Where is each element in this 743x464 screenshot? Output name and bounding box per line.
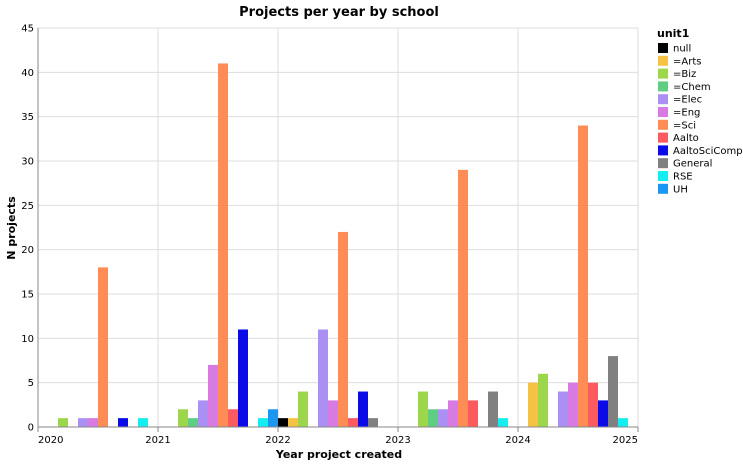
legend: unit1 null=Arts =Biz =Chem =Elec =Eng=Sci Aal… bbox=[657, 27, 743, 195]
chart-title: Projects per year by school bbox=[239, 5, 439, 20]
legend-label: General bbox=[673, 159, 712, 170]
y-tick-label: 45 bbox=[21, 24, 34, 35]
bar bbox=[88, 418, 98, 427]
bar bbox=[348, 418, 358, 427]
y-tick-label: 20 bbox=[21, 245, 34, 256]
legend-swatch bbox=[658, 68, 668, 79]
y-tick-label: 25 bbox=[21, 201, 34, 212]
legend-label: =Chem bbox=[673, 82, 711, 93]
legend-swatch bbox=[658, 81, 668, 92]
legend-label: RSE bbox=[673, 172, 693, 183]
legend-swatch bbox=[658, 119, 668, 130]
legend-title: unit1 bbox=[657, 27, 689, 40]
bar bbox=[258, 418, 268, 427]
legend-label: =Sci bbox=[673, 120, 696, 131]
legend-swatch bbox=[658, 43, 668, 53]
legend-label: =Biz bbox=[673, 69, 696, 80]
bar bbox=[78, 418, 88, 427]
bar bbox=[498, 418, 508, 427]
bar bbox=[58, 418, 68, 427]
legend-label: =Eng bbox=[673, 108, 700, 119]
bar bbox=[318, 329, 328, 427]
bar bbox=[178, 409, 188, 427]
legend-swatch bbox=[658, 132, 668, 143]
legend-label: =Arts bbox=[673, 56, 701, 67]
bar bbox=[418, 391, 428, 427]
bar bbox=[588, 382, 598, 427]
x-tick-label: 2023 bbox=[385, 435, 410, 446]
legend-swatch bbox=[658, 145, 668, 156]
bar bbox=[368, 418, 378, 427]
bar bbox=[458, 169, 468, 427]
bar bbox=[438, 409, 448, 427]
y-tick-label: 10 bbox=[21, 334, 34, 345]
bars bbox=[58, 63, 628, 428]
legend-swatch bbox=[658, 107, 668, 117]
bar bbox=[608, 356, 618, 427]
bar bbox=[558, 391, 568, 427]
bar bbox=[208, 364, 218, 427]
bar bbox=[618, 418, 628, 427]
bar bbox=[238, 329, 248, 427]
bar bbox=[338, 231, 348, 427]
y-tick-label: 0 bbox=[28, 423, 34, 434]
bar bbox=[578, 125, 588, 428]
legend-swatch bbox=[658, 183, 668, 194]
legend-label: AaltoSciComp bbox=[673, 146, 743, 157]
y-tick-label: 5 bbox=[28, 378, 34, 389]
x-tick-label: 2022 bbox=[265, 435, 290, 446]
x-tick-label: 2024 bbox=[505, 435, 530, 446]
bar bbox=[488, 391, 498, 427]
bar bbox=[198, 400, 208, 427]
legend-swatch bbox=[658, 171, 668, 181]
y-tick-label: 30 bbox=[21, 157, 34, 168]
legend-label: null bbox=[673, 44, 691, 55]
bar bbox=[138, 418, 148, 427]
y-tick-label: 15 bbox=[21, 290, 34, 301]
bar bbox=[538, 373, 548, 427]
bar bbox=[218, 63, 228, 427]
x-tick-label: 2025 bbox=[613, 435, 638, 446]
y-axis-title: N projects bbox=[5, 196, 18, 260]
bar bbox=[528, 382, 538, 427]
legend-swatch bbox=[658, 94, 668, 105]
bar bbox=[358, 391, 368, 427]
bar bbox=[568, 382, 578, 427]
bar bbox=[288, 418, 298, 427]
legend-label: Aalto bbox=[673, 133, 699, 144]
bar bbox=[228, 409, 238, 427]
x-tick-label: 2020 bbox=[38, 435, 63, 446]
legend-label: UH bbox=[673, 184, 688, 195]
bar bbox=[118, 418, 128, 427]
bar bbox=[428, 409, 438, 427]
bar bbox=[188, 418, 198, 427]
bar bbox=[298, 391, 308, 427]
bar bbox=[268, 409, 278, 427]
legend-swatch bbox=[658, 55, 668, 66]
legend-label: =Elec bbox=[673, 95, 702, 106]
x-axis-title: Year project created bbox=[275, 448, 402, 461]
bar bbox=[98, 267, 108, 427]
bar bbox=[328, 400, 338, 427]
bar bbox=[468, 400, 478, 427]
bar bbox=[278, 418, 288, 427]
y-tick-label: 35 bbox=[21, 112, 34, 123]
bar bbox=[448, 400, 458, 427]
bar bbox=[598, 400, 608, 427]
x-tick-label: 2021 bbox=[145, 435, 170, 446]
legend-swatch bbox=[658, 158, 668, 169]
y-tick-label: 40 bbox=[21, 68, 34, 79]
